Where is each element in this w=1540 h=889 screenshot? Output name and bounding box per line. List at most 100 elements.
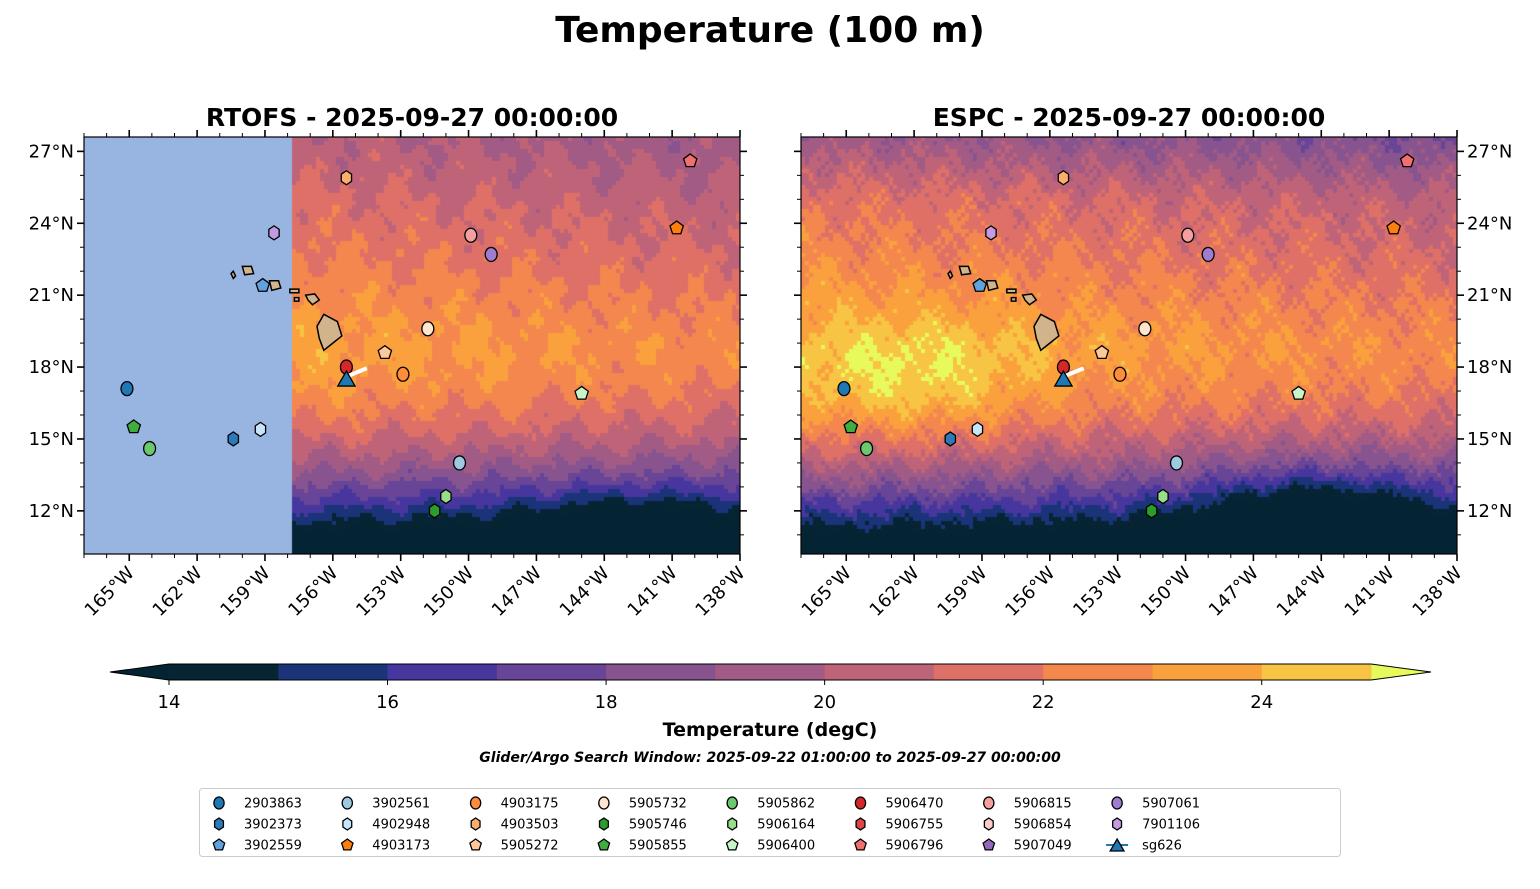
legend-box	[199, 788, 1341, 857]
legend-item: 4902948	[342, 817, 430, 833]
float-marker-5905746	[1145, 503, 1158, 519]
island-land	[304, 293, 321, 306]
map-frame	[800, 136, 1458, 555]
island-land	[947, 269, 954, 280]
float-marker-4903175	[396, 366, 410, 382]
legend-item: 5906854	[983, 817, 1072, 833]
legend-marker-4902948	[342, 817, 353, 831]
legend-item: 2903863	[213, 796, 302, 812]
lon-tick-label: 141°W	[1341, 563, 1399, 621]
lat-tick-label: 18°N	[29, 357, 74, 378]
lon-tick-label: 147°W	[1205, 563, 1263, 621]
colorbar-segment	[933, 664, 1044, 680]
legend-item: 4903175	[469, 796, 559, 812]
colorbar-tick-label: 22	[1032, 692, 1055, 713]
espc-temperature-field	[801, 137, 1457, 554]
float-marker-5906400	[1291, 385, 1307, 400]
legend-marker-5906470	[854, 796, 867, 810]
lon-tick-label: 141°W	[624, 563, 682, 621]
lon-tick-label: 138°W	[691, 563, 749, 621]
lon-tick-label: 150°W	[1137, 563, 1195, 621]
legend-label: 5907049	[1014, 839, 1072, 854]
legend-label: 5906164	[757, 818, 815, 833]
legend-label: 4903175	[501, 797, 559, 812]
legend-marker-5906815	[983, 796, 995, 810]
legend-label: 5905272	[501, 839, 559, 854]
legend-marker-5906164	[727, 817, 738, 831]
legend: 2903863 3902373 3902559 3902561 4902948 49031…	[199, 788, 1341, 857]
float-marker-2903863	[120, 380, 134, 397]
lon-tick-label: 153°W	[352, 563, 410, 621]
figure-title: Temperature (100 m)	[555, 10, 985, 51]
float-marker-5905272	[377, 344, 393, 360]
legend-label: 5906854	[1014, 818, 1072, 833]
legend-marker-5906400	[725, 838, 739, 851]
legend-marker-5905855	[597, 838, 611, 851]
legend-marker-4903173	[340, 838, 354, 851]
float-marker-7901106	[985, 225, 997, 241]
colorbar-tick-label: 24	[1250, 692, 1273, 713]
lon-tick-label: 159°W	[933, 563, 991, 621]
glider-track	[1062, 366, 1085, 379]
colorbar-segment	[824, 664, 935, 680]
legend-marker-5907061	[1111, 796, 1123, 810]
lat-tick-label: 24°N	[29, 213, 74, 234]
legend-item: 5906796	[854, 838, 943, 854]
legend-label: 4902948	[372, 818, 430, 833]
float-marker-5906815	[464, 227, 478, 243]
float-marker-7901106	[268, 225, 280, 241]
legend-marker-3902561	[341, 796, 354, 810]
legend-marker-5906854	[983, 817, 994, 831]
rtofs-map-panel: 165°W 162°W 159°W 156°W 153°W 150°W 147°W 144°W…	[29, 130, 750, 621]
float-marker-5906164	[1157, 488, 1169, 505]
legend-marker-5905272	[469, 838, 483, 851]
colorbar-segment	[1043, 664, 1153, 680]
legend-marker-7901106	[1112, 817, 1123, 831]
legend-marker-sg626	[1109, 837, 1126, 852]
float-marker-5905862	[859, 440, 874, 457]
lat-tick-label: 12°N	[29, 501, 74, 522]
colorbar-segment	[1261, 664, 1372, 680]
island-land	[1006, 288, 1017, 294]
legend-marker-5907049	[982, 838, 996, 851]
legend-label: 3902373	[244, 818, 302, 833]
legend-marker-3902559	[212, 838, 226, 851]
lon-tick-label: 138°W	[1408, 563, 1466, 621]
lon-tick-label: 156°W	[1001, 563, 1059, 621]
legend-label: 4903503	[501, 818, 559, 833]
legend-item: 5907061	[1111, 796, 1200, 812]
lon-tick-label: 144°W	[556, 563, 614, 621]
legend-marker-5906796	[854, 838, 867, 851]
legend-item: 5906400	[725, 838, 815, 854]
legend-marker-5906755	[855, 817, 866, 831]
legend-label: 3902559	[244, 839, 302, 854]
legend-item: 5906815	[983, 796, 1072, 812]
legend-item: 4903173	[340, 838, 430, 854]
legend-marker-5905746	[598, 817, 609, 831]
lon-tick-label: 159°W	[216, 563, 274, 621]
legend-item: sg626	[1106, 837, 1182, 854]
map-frame	[83, 136, 741, 555]
colorbar-segment	[496, 664, 607, 680]
float-marker-5905746	[428, 503, 441, 519]
colorbar-segment	[715, 664, 826, 680]
lon-tick-label: 165°W	[81, 563, 139, 621]
legend-label: 5905855	[629, 839, 687, 854]
colorbar-segment	[606, 664, 716, 680]
float-marker-4903175	[1113, 366, 1127, 382]
legend-marker-5905862	[726, 796, 738, 810]
lat-tick-label: 15°N	[29, 429, 74, 450]
float-marker-5906400	[574, 385, 590, 400]
float-marker-4903503	[340, 169, 353, 186]
float-marker-4903173	[1386, 220, 1402, 235]
float-marker-5905862	[143, 440, 157, 457]
island-land	[241, 265, 255, 276]
legend-item: 5905746	[598, 817, 687, 833]
float-marker-3902373	[944, 431, 957, 447]
lon-tick-label: 150°W	[420, 563, 478, 621]
legend-label: 5905746	[629, 818, 687, 833]
float-marker-5905855	[126, 419, 142, 434]
rtofs-temperature-field	[84, 137, 740, 554]
float-marker-5905855	[843, 419, 859, 434]
